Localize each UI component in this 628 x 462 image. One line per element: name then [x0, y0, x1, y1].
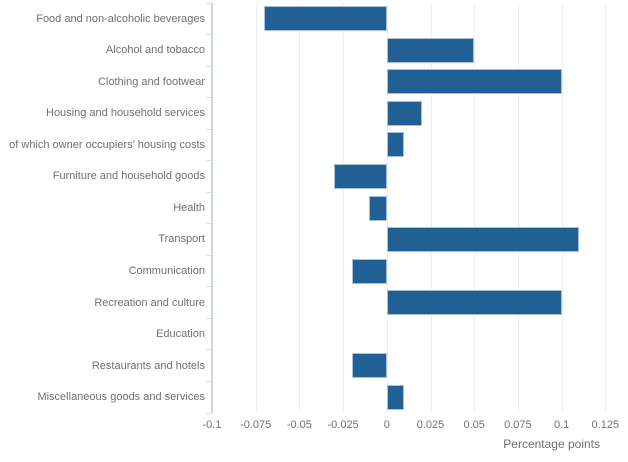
x-tick-label: -0.075 [240, 419, 272, 431]
gridline [299, 3, 301, 413]
y-axis-tick [206, 2, 211, 4]
bar [334, 163, 387, 189]
bar [264, 6, 387, 32]
gridline [255, 3, 257, 413]
category-label: Food and non-alcoholic beverages [36, 12, 205, 25]
y-axis-tick [206, 412, 211, 414]
bar [351, 258, 387, 284]
y-axis-tick [206, 191, 211, 193]
gridline [386, 3, 388, 413]
category-label: Communication [128, 265, 205, 278]
category-label: Transport [158, 233, 205, 246]
x-tick-label: 0.125 [591, 419, 620, 431]
x-tick-label: 0.1 [553, 419, 570, 431]
gridline [561, 3, 563, 413]
y-axis-tick [206, 34, 211, 36]
x-tick-label: 0.05 [463, 419, 485, 431]
bar [386, 37, 475, 63]
y-axis-tick [206, 380, 211, 382]
bar [386, 384, 405, 410]
category-label: Education [156, 328, 205, 341]
category-label: of which owner occupiers’ housing costs [9, 138, 205, 151]
bar [386, 290, 562, 316]
bar [386, 69, 562, 95]
y-axis-tick [206, 65, 211, 67]
category-label: Alcohol and tobacco [105, 44, 205, 57]
x-tick-label: 0.075 [504, 419, 532, 431]
bar [351, 353, 387, 379]
y-axis-line [211, 3, 213, 413]
x-axis-tick-labels: -0.1 -0.075 -0.05 -0.025 0 0.025 0.05 0.075 0.1 0… [203, 419, 626, 433]
bar [369, 195, 387, 221]
category-label: Furniture and household goods [52, 170, 205, 183]
x-axis-title: Percentage points [503, 437, 600, 451]
y-axis-tick [206, 160, 211, 162]
x-tick-label: 0 [383, 419, 390, 431]
y-axis-tick [206, 254, 211, 256]
y-axis-tick [206, 128, 211, 130]
bar [386, 227, 580, 253]
y-axis-labels: Food and non-alcoholic beverages Alcohol … [0, 3, 205, 413]
y-axis-tick [206, 97, 211, 99]
gridline [517, 3, 519, 413]
x-tick-label: -0.025 [327, 419, 359, 431]
category-label: Recreation and culture [94, 296, 205, 309]
bar [386, 132, 405, 158]
bar [386, 100, 422, 126]
y-axis-tick [206, 317, 211, 319]
y-axis-tick [206, 349, 211, 351]
y-axis-tick [206, 223, 211, 225]
x-tick-label: -0.05 [286, 419, 312, 431]
gridline [605, 3, 607, 413]
x-tick-label: 0.025 [416, 419, 445, 431]
category-label: Restaurants and hotels [91, 359, 205, 372]
gridline [474, 3, 476, 413]
y-axis-tick [206, 286, 211, 288]
plot-area [206, 2, 626, 414]
x-tick-label: -0.1 [202, 419, 222, 431]
category-label: Clothing and footwear [97, 75, 205, 88]
gridline [430, 3, 432, 413]
gridline [343, 3, 345, 413]
category-label: Miscellaneous goods and services [37, 391, 205, 404]
category-label: Health [173, 201, 205, 214]
category-label: Housing and household services [46, 107, 205, 120]
